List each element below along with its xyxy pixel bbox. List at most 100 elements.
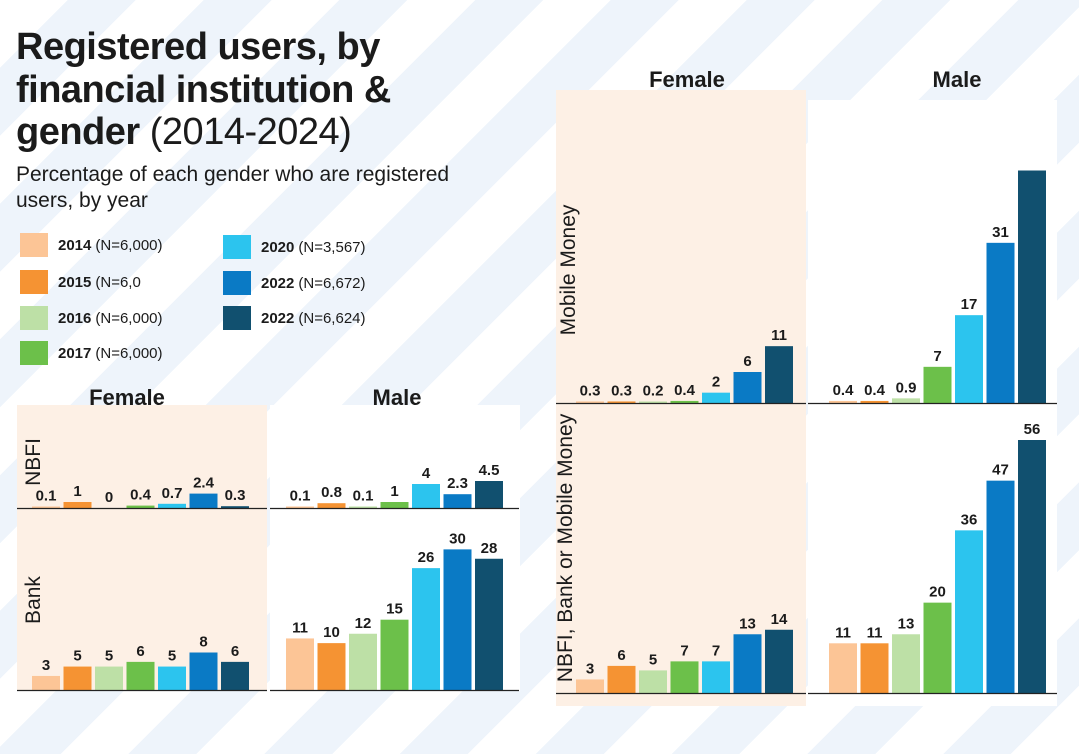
row-label-mobile-money: Mobile Money xyxy=(557,204,580,335)
bar-value-label: 0.3 xyxy=(580,382,601,399)
bar-value-label: 4 xyxy=(422,465,431,482)
bar-value-label: 36 xyxy=(961,511,978,528)
bar xyxy=(32,506,60,508)
bar-value-label: 0.4 xyxy=(674,382,696,399)
bar xyxy=(1018,440,1046,693)
legend-n: (N=6,0 xyxy=(95,273,141,291)
bar-value-label: 28 xyxy=(481,540,498,557)
bar-value-label: 7 xyxy=(933,348,941,365)
bar-value-label: 0.1 xyxy=(353,488,374,505)
bar xyxy=(670,400,699,403)
bar xyxy=(639,401,667,403)
bar xyxy=(286,506,314,508)
bar xyxy=(475,481,503,508)
bar-value-label: 0.4 xyxy=(833,382,855,399)
bar-value-label: 3 xyxy=(586,660,594,677)
right-male-header: Male xyxy=(932,67,982,92)
bar-value-label: 0.2 xyxy=(643,383,664,400)
title-years: (2014-2024) xyxy=(149,111,352,154)
bar xyxy=(158,503,186,508)
row-label-nbfi: NBFI xyxy=(22,438,45,486)
bar-value-label: 0 xyxy=(105,489,113,506)
bar xyxy=(221,661,249,690)
legend-year: 2014 xyxy=(58,236,92,254)
legend-item-2014: 2014 (N=6,000) xyxy=(20,232,163,258)
bar-value-label: 13 xyxy=(898,615,915,632)
bar-value-label: 5 xyxy=(168,648,176,665)
bar-value-label: 30 xyxy=(449,530,466,547)
bar xyxy=(670,661,699,693)
legend-year: 2016 xyxy=(58,309,92,327)
legend-swatch xyxy=(223,306,251,330)
row-label-any: NBFI, Bank or Mobile Money xyxy=(554,413,577,682)
legend-n: (N=6,000) xyxy=(95,236,163,254)
bar xyxy=(221,506,249,508)
bar xyxy=(286,638,314,690)
legend-swatch xyxy=(20,270,48,294)
bar xyxy=(475,558,503,690)
bar xyxy=(829,643,857,693)
bar-value-label: 5 xyxy=(73,648,81,665)
bar xyxy=(443,494,472,508)
bar-value-label: 8 xyxy=(199,634,207,651)
bar-value-label: 0.4 xyxy=(864,382,886,399)
bar xyxy=(765,629,793,693)
legend-swatch xyxy=(223,235,251,259)
bar-value-label: 11 xyxy=(867,624,883,641)
legend-year: 2015 xyxy=(58,273,92,291)
bar-value-label: 6 xyxy=(136,643,144,660)
legend-n: (N=6,000) xyxy=(95,309,163,327)
bar-value-label: 1 xyxy=(390,483,398,500)
bar xyxy=(126,505,155,508)
bar-value-label: 6 xyxy=(743,353,751,370)
legend-swatch xyxy=(20,233,48,257)
legend-item-2022-a: 2022 (N=6,672) xyxy=(223,270,366,296)
right-female-header: Female xyxy=(649,67,725,92)
bar xyxy=(349,633,377,690)
bar-value-label: 0.1 xyxy=(290,488,311,505)
bar xyxy=(923,602,952,693)
bar-value-label: 0.8 xyxy=(321,484,342,501)
bar xyxy=(576,401,604,403)
bar-value-label: 7 xyxy=(712,642,720,659)
bar xyxy=(892,398,920,403)
legend-n: (N=3,567) xyxy=(298,238,366,256)
bar-value-label: 10 xyxy=(323,624,340,641)
bar-value-label: 13 xyxy=(739,615,756,632)
bar xyxy=(829,400,857,403)
bar xyxy=(860,400,889,403)
row-label-bank: Bank xyxy=(22,576,45,624)
bar xyxy=(317,643,346,690)
bar xyxy=(63,502,92,508)
title-main: Registered users, by financial instituti… xyxy=(16,26,391,111)
bar-value-label: 0.3 xyxy=(225,487,246,504)
bar-value-label: 7 xyxy=(680,642,688,659)
bar xyxy=(63,666,92,690)
bar-value-label: 11 xyxy=(771,327,787,344)
bar xyxy=(576,679,604,693)
chart-title: Registered users, by financial instituti… xyxy=(16,26,446,154)
bar xyxy=(380,619,409,690)
bar-value-label: 15 xyxy=(386,601,403,618)
bar-value-label: 4.5 xyxy=(479,462,500,479)
bar-value-label: 12 xyxy=(355,615,372,632)
legend-year: 2017 xyxy=(58,344,92,362)
bar xyxy=(126,661,155,690)
bar-value-label: 2.3 xyxy=(447,475,468,492)
bar xyxy=(860,643,889,693)
bar-value-label: 0.3 xyxy=(611,382,632,399)
bar-value-label: 26 xyxy=(418,549,435,566)
bar xyxy=(892,634,920,693)
bar-value-label: 6 xyxy=(231,643,239,660)
bar xyxy=(1018,170,1046,403)
legend-n: (N=6,672) xyxy=(298,274,366,292)
bar-value-label: 0.4 xyxy=(130,487,152,504)
bar-value-label: 0.1 xyxy=(36,488,57,505)
bar xyxy=(412,484,440,508)
bar xyxy=(380,502,409,508)
bar-value-label: 2 xyxy=(712,374,720,391)
bar xyxy=(349,506,377,508)
legend-item-2022-b: 2022 (N=6,624) xyxy=(223,305,366,331)
legend-swatch xyxy=(223,271,251,295)
